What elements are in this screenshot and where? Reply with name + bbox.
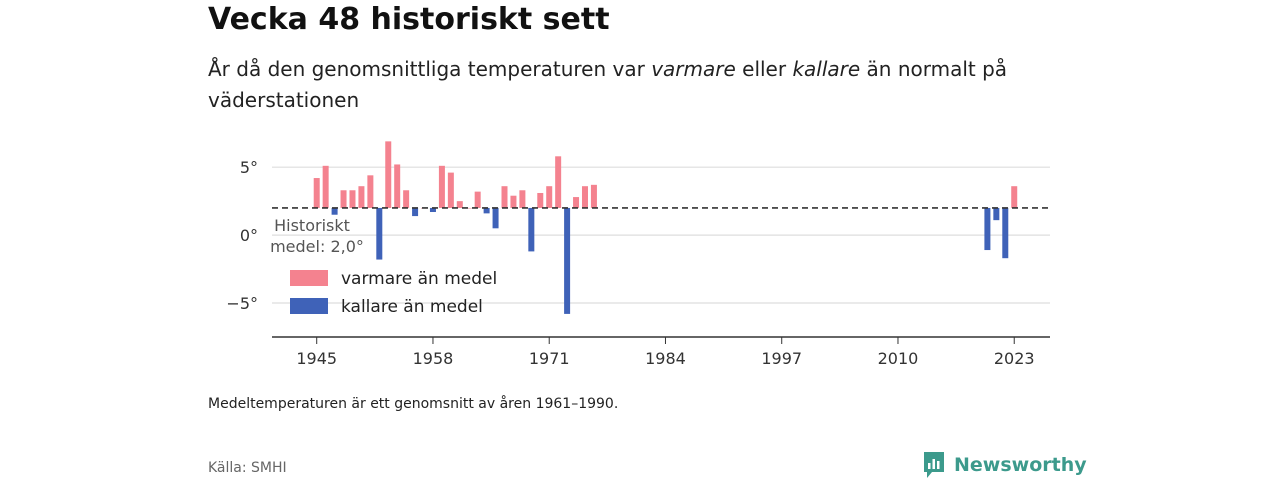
bar-cold bbox=[412, 207, 419, 217]
footnote: Medeltemperaturen är ett genomsnitt av å… bbox=[208, 396, 619, 412]
bar-warm bbox=[349, 190, 356, 208]
chart-logo-icon bbox=[924, 452, 944, 478]
bar-cold bbox=[492, 207, 499, 229]
bar-warm bbox=[501, 186, 508, 208]
y-tick-label: 0° bbox=[240, 226, 258, 245]
bar-warm bbox=[465, 207, 472, 209]
bar-cold bbox=[376, 207, 383, 260]
bar-warm bbox=[510, 195, 517, 208]
bar-warm bbox=[367, 175, 374, 208]
bar-warm bbox=[447, 172, 454, 208]
bar-cold bbox=[984, 207, 991, 251]
bar-warm bbox=[590, 184, 597, 208]
baseline-annotation: Historiskt medel: 2,0° bbox=[270, 216, 364, 256]
legend-warm-label: varmare än medel bbox=[341, 269, 497, 289]
bar-cold bbox=[429, 207, 436, 213]
grid-lines bbox=[272, 166, 1050, 344]
y-axis-labels: 5° 0° −5° bbox=[226, 158, 258, 313]
newsworthy-logo[interactable]: Newsworthy bbox=[922, 450, 1087, 480]
legend-cold-label: kallare än medel bbox=[341, 297, 483, 317]
chart-subtitle: År då den genomsnittliga temperaturen va… bbox=[208, 54, 1038, 116]
bar-warm bbox=[340, 190, 347, 208]
source-label: Källa: SMHI bbox=[208, 460, 287, 476]
bar-warm bbox=[358, 186, 365, 208]
bar-cold bbox=[483, 207, 490, 214]
bar-warm bbox=[1011, 186, 1018, 208]
bar-warm bbox=[555, 156, 562, 208]
bars bbox=[313, 141, 1018, 314]
temperature-bar-chart: 5° 0° −5° 1945 1958 1971 1984 1997 2010 2023 His… bbox=[226, 141, 1050, 368]
y-tick-label: 5° bbox=[240, 158, 258, 177]
y-tick-label: −5° bbox=[226, 294, 258, 313]
bar-warm bbox=[313, 178, 320, 208]
x-tick-label: 1971 bbox=[529, 349, 570, 368]
legend: varmare än medel kallare än medel bbox=[290, 269, 497, 317]
bar-warm bbox=[519, 190, 526, 208]
x-tick-label: 2023 bbox=[994, 349, 1035, 368]
x-tick-label: 2010 bbox=[878, 349, 919, 368]
subtitle-cold: kallare bbox=[792, 57, 861, 81]
bar-warm bbox=[394, 164, 401, 208]
brand-name: Newsworthy bbox=[954, 454, 1087, 476]
legend-warm-swatch bbox=[290, 270, 328, 286]
subtitle-warm: varmare bbox=[651, 57, 736, 81]
bar-cold bbox=[331, 207, 338, 215]
legend-cold-swatch bbox=[290, 298, 328, 314]
bar-warm bbox=[573, 197, 580, 208]
x-tick-label: 1984 bbox=[645, 349, 686, 368]
bar-warm bbox=[546, 186, 553, 208]
bar-cold bbox=[528, 207, 535, 252]
baseline-label-line1: Historiskt bbox=[274, 216, 350, 235]
bar-cold bbox=[1002, 207, 1009, 259]
bar-cold bbox=[564, 207, 571, 314]
subtitle-part-3: än normalt på väderstationen bbox=[208, 57, 1008, 112]
x-tick-label: 1958 bbox=[413, 349, 454, 368]
subtitle-part-2: eller bbox=[735, 57, 793, 81]
bar-warm bbox=[456, 201, 463, 208]
x-tick-label: 1945 bbox=[296, 349, 337, 368]
bar-warm bbox=[581, 186, 588, 208]
bar-cold bbox=[993, 207, 1000, 221]
bar-warm bbox=[385, 141, 392, 208]
bar-warm bbox=[474, 191, 481, 208]
x-tick-label: 1997 bbox=[761, 349, 802, 368]
subtitle-part-1: År då den genomsnittliga temperaturen va… bbox=[208, 57, 652, 81]
x-axis-labels: 1945 1958 1971 1984 1997 2010 2023 bbox=[296, 349, 1034, 368]
bar-warm bbox=[322, 165, 329, 208]
bar-warm bbox=[438, 165, 445, 208]
chart-title: Vecka 48 historiskt sett bbox=[208, 2, 610, 37]
baseline-label-line2: medel: 2,0° bbox=[270, 237, 364, 256]
bar-warm bbox=[403, 190, 410, 208]
bar-warm bbox=[537, 192, 544, 208]
